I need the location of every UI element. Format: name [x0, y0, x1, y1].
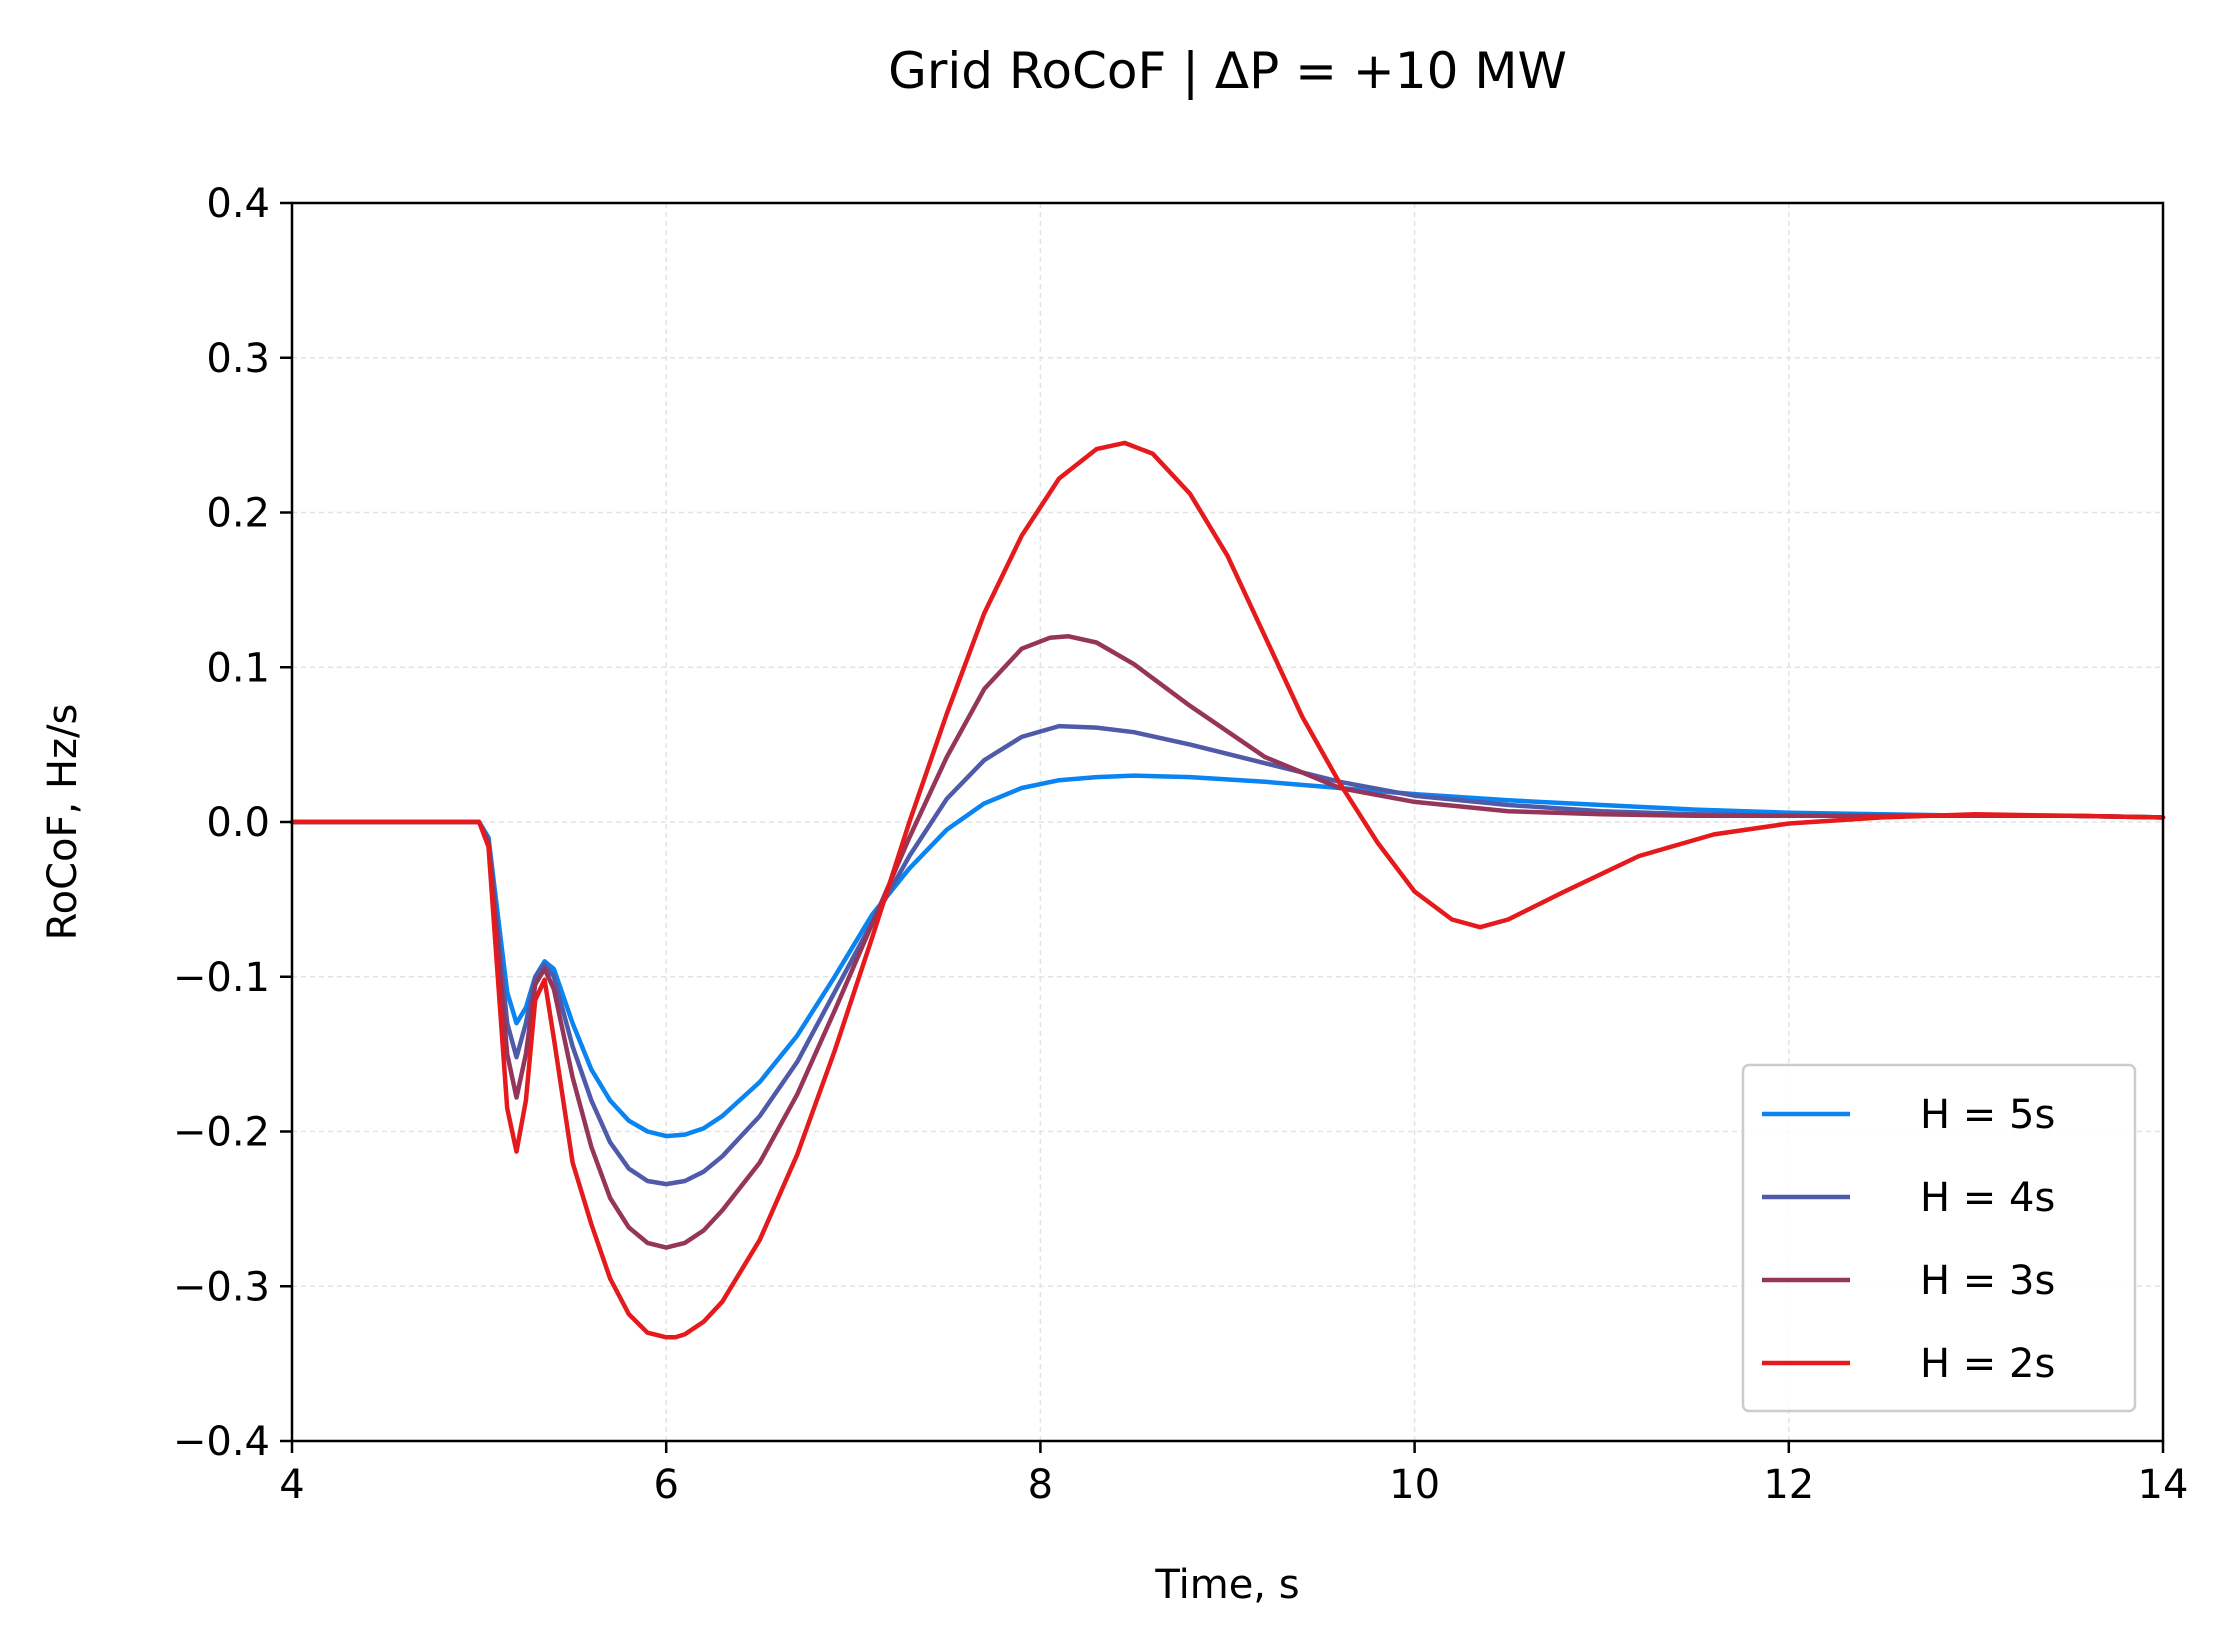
y-tick-label: −0.4 — [173, 1419, 270, 1465]
y-tick-label: −0.1 — [173, 955, 270, 1001]
series-line-1 — [289, 773, 2166, 1139]
legend-label-1: H = 5s — [1920, 1092, 2055, 1138]
x-axis-label: Time, s — [1154, 1562, 1299, 1608]
x-tick-label: 8 — [1028, 1462, 1053, 1508]
legend-label-4: H = 2s — [1920, 1341, 2055, 1387]
x-tick-label: 6 — [653, 1462, 678, 1508]
legend-label-3: H = 3s — [1920, 1258, 2055, 1304]
y-tick-label: 0.4 — [206, 181, 270, 227]
y-tick-label: 0.0 — [206, 800, 270, 846]
ticks: 4 6 8 10 12 14 −0.4 −0.3 −0.2 −0.1 0.0 0.1 0.2 0.3 0.4 — [173, 181, 2189, 1508]
series-line-3 — [289, 634, 2166, 1250]
y-axis-label: RoCoF, Hz/s — [40, 704, 86, 941]
y-tick-label: 0.1 — [206, 645, 270, 691]
x-tick-label: 12 — [1763, 1462, 1814, 1508]
x-tick-label: 4 — [279, 1462, 304, 1508]
y-tick-label: −0.2 — [173, 1110, 270, 1156]
legend: H = 5s H = 4s H = 3s H = 2s — [1741, 1063, 2137, 1413]
x-tick-label: 10 — [1389, 1462, 1440, 1508]
series-line-2 — [289, 723, 2166, 1187]
y-tick-label: 0.3 — [206, 336, 270, 382]
chart-title: Grid RoCoF | ΔP = +10 MW — [888, 42, 1567, 100]
y-tick-label: −0.3 — [173, 1264, 270, 1310]
y-tick-label: 0.2 — [206, 491, 270, 537]
legend-box — [1741, 1063, 2137, 1413]
x-tick-label: 14 — [2138, 1462, 2189, 1508]
series-lines — [289, 440, 2166, 1340]
series-line-4 — [289, 440, 2166, 1340]
legend-label-2: H = 4s — [1920, 1175, 2055, 1221]
